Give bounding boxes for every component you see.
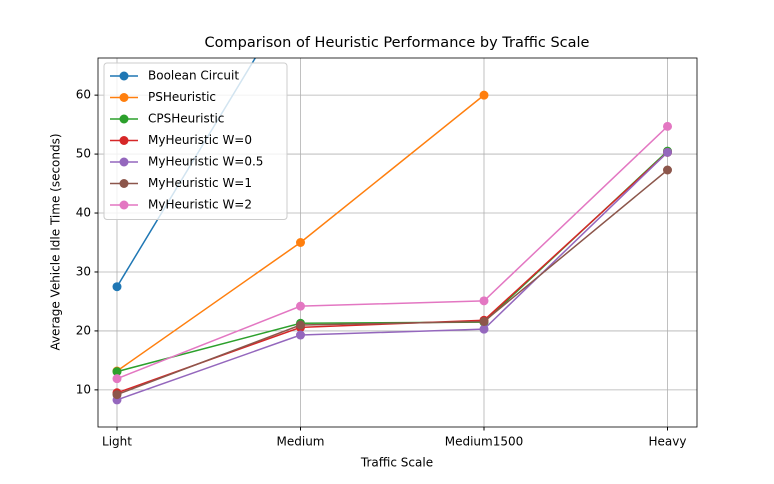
data-point [112,374,122,384]
data-point [663,165,672,175]
legend-label: PSHeuristic [148,90,216,104]
data-point [663,147,672,157]
y-tick-label: 60 [76,88,91,102]
data-point [479,90,489,100]
legend-label: MyHeuristic W=0 [148,133,252,147]
plot-area [112,58,672,405]
y-tick-label: 50 [76,147,91,161]
y-tick-label: 40 [76,206,91,220]
legend-box [103,62,288,220]
legend-label: MyHeuristic W=0.5 [148,155,263,169]
y-tick-label: 10 [76,382,91,396]
legend-marker [119,136,129,145]
data-point [112,390,122,400]
plot-frame [97,57,698,428]
legend-marker [119,114,129,124]
legend-marker [119,157,129,167]
data-point [479,324,489,334]
legend-label: MyHeuristic W=1 [148,176,252,190]
y-axis-label: Average Vehicle Idle Time (seconds) [49,133,63,350]
series-line [116,169,668,396]
data-point [296,301,305,311]
legend-marker [119,93,129,102]
legend-label: MyHeuristic W=2 [148,198,252,212]
data-point [112,282,122,292]
x-tick-label: Medium1500 [445,435,524,449]
data-point [296,238,305,247]
y-tick-label: 20 [76,323,91,337]
legend-marker [119,200,129,210]
x-axis-label: Traffic Scale [360,456,433,470]
data-point [479,316,489,326]
chart-title: Comparison of Heuristic Performance by T… [205,35,590,51]
x-tick-label: Light [102,435,132,449]
legend-label: Boolean Circuit [148,69,239,83]
x-tick-label: Heavy [649,435,687,449]
legend-label: CPSHeuristic [148,112,224,126]
series-line [116,125,669,380]
y-tick-label: 30 [76,264,91,278]
data-point [663,121,672,131]
data-point [112,367,122,377]
legend-marker [119,71,129,81]
series-line [116,151,669,401]
data-point [479,296,489,306]
legend-marker [119,179,129,188]
data-point [296,330,305,340]
x-tick-label: Medium [277,435,325,449]
data-point [296,320,305,330]
